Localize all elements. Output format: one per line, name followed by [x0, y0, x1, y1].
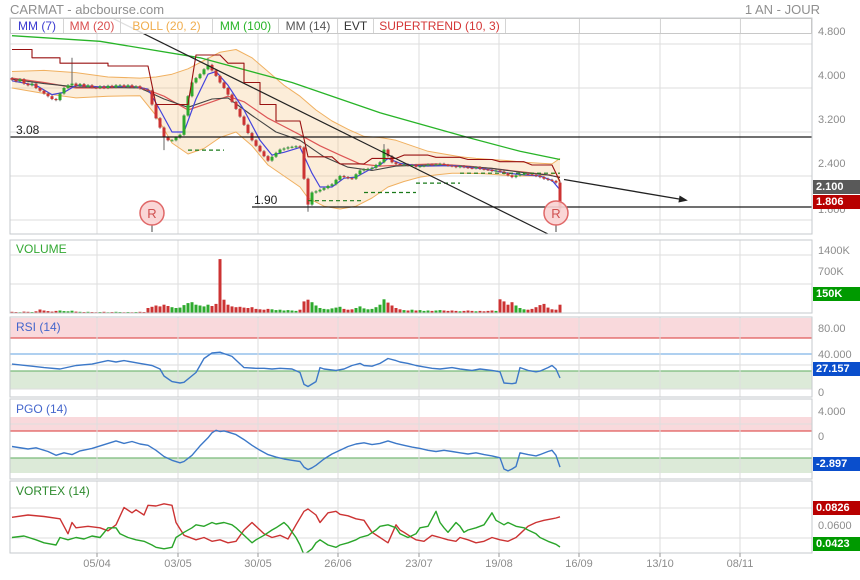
axis-tick-label: 80.00 [818, 323, 846, 335]
date-tick-label: 16/09 [565, 558, 593, 570]
volume-bars [10, 259, 562, 313]
pgo-value-badge: -2.897 [813, 457, 860, 471]
rsi-series [11, 351, 561, 388]
resistance-level-label: 3.08 [16, 123, 40, 137]
legend-item-evt[interactable]: EVT [338, 19, 374, 33]
rsi-panel-label: RSI (14) [16, 320, 61, 334]
legend-item-mm-14[interactable]: MM (14) [279, 19, 338, 33]
axis-tick-label: 3.200 [818, 114, 846, 126]
vortex-series [11, 503, 561, 553]
price-panel-series [11, 35, 561, 210]
rsi-value-badge: 27.157 [813, 362, 860, 376]
date-tick-label: 13/10 [646, 558, 674, 570]
pgo-series [11, 429, 561, 472]
legend-item-boll-20-2[interactable]: BOLL (20, 2) [121, 19, 213, 33]
legend-item-supertrend-10-3[interactable]: SUPERTREND (10, 3) [374, 19, 506, 33]
svg-text:R: R [147, 206, 156, 221]
support-level-label: 1.90 [254, 193, 278, 207]
volume-badge: 150K [813, 287, 860, 301]
legend-item-empty [661, 19, 741, 33]
timeframe-label: 1 AN - JOUR [744, 2, 820, 17]
resistance-marker: R [543, 200, 569, 232]
axis-tick-label: 700K [818, 266, 844, 278]
overlay-indicators [12, 48, 561, 202]
axis-tick-label: 0.0600 [818, 520, 852, 532]
axis-tick-label: 4.000 [818, 70, 846, 82]
vortex-minus-badge: 0.0826 [813, 501, 860, 515]
vortex-plus-badge: 0.0423 [813, 537, 860, 551]
axis-tick-label: 0 [818, 431, 825, 443]
date-tick-label: 05/04 [83, 558, 111, 570]
date-tick-label: 08/11 [726, 558, 754, 570]
svg-text:R: R [551, 206, 560, 221]
trend-arrowhead [678, 195, 688, 203]
axis-tick-label: 2.400 [818, 158, 846, 170]
legend-item-empty [580, 19, 661, 33]
legend-item-mm-20[interactable]: MM (20) [64, 19, 121, 33]
axis-tick-label: 40.000 [818, 349, 852, 361]
legend-item-empty [741, 19, 811, 33]
indicator-legend: MM (7) MM (20) BOLL (20, 2) MM (100) MM (14)… [10, 18, 812, 34]
panel-borders [9, 17, 813, 557]
instrument-title: CARMAT - abcbourse.com [10, 2, 165, 17]
volume-panel-label: VOLUME [16, 242, 67, 256]
pgo-panel-label: PGO (14) [16, 402, 68, 416]
axis-tick-label: 4.000 [818, 406, 846, 418]
zones-layer [10, 318, 812, 473]
legend-item-empty [506, 19, 580, 33]
date-tick-label: 26/06 [324, 558, 352, 570]
axis-tick-label: 4.800 [818, 26, 846, 38]
price-level-badge: 2.100 [813, 180, 860, 194]
date-tick-label: 03/05 [164, 558, 192, 570]
bollinger-band-fill [12, 49, 560, 209]
axis-tick-label: 0 [818, 387, 825, 399]
legend-item-mm-100[interactable]: MM (100) [213, 19, 279, 33]
legend-item-mm-7[interactable]: MM (7) [11, 19, 64, 33]
resistance-marker: R [139, 200, 165, 232]
last-price-badge: 1.806 [813, 195, 860, 209]
date-tick-label: 23/07 [405, 558, 433, 570]
date-tick-label: 30/05 [244, 558, 272, 570]
axis-tick-label: 1400K [818, 245, 850, 257]
date-tick-label: 19/08 [485, 558, 513, 570]
vortex-panel-label: VORTEX (14) [16, 484, 90, 498]
